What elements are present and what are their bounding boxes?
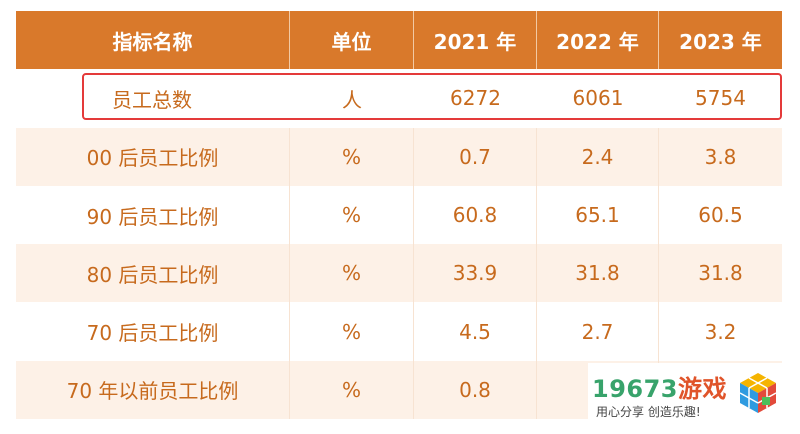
table-cell: 65.1 xyxy=(537,185,659,245)
watermark-logo: 19673游戏 用心分享 创造乐趣! xyxy=(588,363,786,425)
table-row: 70 后员工比例 % 4.5 2.7 3.2 xyxy=(16,302,782,361)
table-cell: 31.8 xyxy=(659,244,782,303)
table-cell: 80 后员工比例 xyxy=(16,244,290,303)
table-cell: % xyxy=(290,244,414,303)
table-cell: 31.8 xyxy=(537,244,659,303)
table-row: 员工总数 人 6272 6061 5754 xyxy=(16,69,782,128)
header-cell: 单位 xyxy=(290,11,414,70)
table-cell: 60.8 xyxy=(414,185,537,245)
table-cell: 70 后员工比例 xyxy=(16,302,290,361)
data-table: 指标名称 单位 2021 年 2022 年 2023 年 员工总数 人 6272… xyxy=(16,11,782,420)
table-cell: 60.5 xyxy=(659,185,782,245)
table-cell: 5754 xyxy=(659,69,782,128)
table-cell: % xyxy=(290,185,414,245)
table-cell: 3.2 xyxy=(659,302,782,361)
cube-icon xyxy=(739,373,777,413)
table-cell: 6272 xyxy=(414,69,537,128)
table-row: 80 后员工比例 % 33.9 31.8 31.8 xyxy=(16,244,782,303)
table-cell: 0.8 xyxy=(414,360,537,420)
table-cell: 2.7 xyxy=(537,302,659,361)
table-cell: 3.8 xyxy=(659,127,782,186)
header-cell: 2022 年 xyxy=(537,11,659,70)
watermark-brand-number: 19673 xyxy=(592,375,678,403)
table-row: 00 后员工比例 % 0.7 2.4 3.8 xyxy=(16,127,782,186)
table-cell: 员工总数 xyxy=(16,69,290,128)
table-cell: 2.4 xyxy=(537,127,659,186)
table-cell: 0.7 xyxy=(414,127,537,186)
table-cell: 6061 xyxy=(537,69,659,128)
table-cell: % xyxy=(290,302,414,361)
header-cell: 指标名称 xyxy=(16,11,290,70)
watermark-brand: 19673游戏 xyxy=(592,369,727,404)
table-cell: 00 后员工比例 xyxy=(16,127,290,186)
table-cell: % xyxy=(290,360,414,420)
highlight-outline xyxy=(82,73,782,120)
table-cell: 4.5 xyxy=(414,302,537,361)
table-header-row: 指标名称 单位 2021 年 2022 年 2023 年 xyxy=(16,11,782,70)
table-cell: 33.9 xyxy=(414,244,537,303)
header-cell: 2021 年 xyxy=(414,11,537,70)
table-cell: 70 年以前员工比例 xyxy=(16,360,290,420)
header-cell: 2023 年 xyxy=(659,11,782,70)
table-cell: % xyxy=(290,127,414,186)
table-row: 90 后员工比例 % 60.8 65.1 60.5 xyxy=(16,185,782,245)
watermark-slogan: 用心分享 创造乐趣! xyxy=(596,405,701,419)
table-cell: 人 xyxy=(290,69,414,128)
table-cell: 90 后员工比例 xyxy=(16,185,290,245)
watermark-brand-suffix: 游戏 xyxy=(678,375,727,403)
